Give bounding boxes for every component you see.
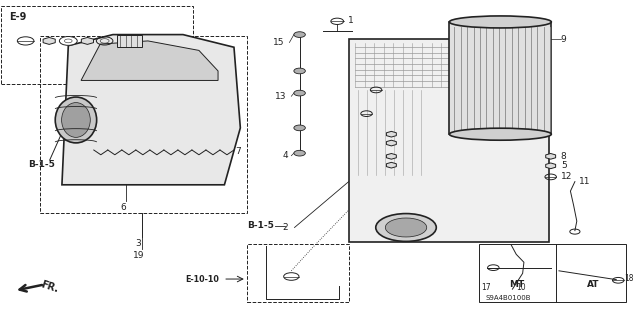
- Ellipse shape: [449, 128, 551, 140]
- Polygon shape: [387, 140, 396, 146]
- Text: 10: 10: [516, 283, 525, 292]
- Circle shape: [60, 36, 77, 45]
- Polygon shape: [546, 163, 556, 169]
- Text: 5: 5: [561, 161, 566, 170]
- Ellipse shape: [385, 218, 427, 237]
- Text: 8: 8: [401, 130, 407, 139]
- Polygon shape: [387, 162, 396, 168]
- Polygon shape: [62, 34, 241, 185]
- Text: 6: 6: [121, 203, 127, 212]
- Bar: [246, 244, 349, 302]
- Polygon shape: [81, 37, 93, 44]
- Text: S9A4B0100B: S9A4B0100B: [486, 295, 531, 301]
- Ellipse shape: [61, 103, 90, 137]
- Text: 18: 18: [625, 274, 634, 283]
- Polygon shape: [43, 37, 55, 44]
- Text: 8: 8: [401, 152, 407, 161]
- Circle shape: [294, 68, 305, 74]
- Text: 5: 5: [401, 161, 407, 170]
- Text: 1: 1: [348, 16, 354, 25]
- Polygon shape: [387, 153, 396, 159]
- Polygon shape: [81, 41, 218, 80]
- Ellipse shape: [55, 97, 97, 143]
- Bar: [479, 244, 626, 302]
- Text: 7: 7: [236, 147, 241, 157]
- Polygon shape: [387, 131, 396, 137]
- Text: 3: 3: [136, 239, 141, 248]
- Bar: [1, 6, 193, 84]
- Bar: [40, 36, 246, 213]
- Text: 19: 19: [132, 251, 144, 260]
- Text: 17: 17: [481, 283, 490, 292]
- Text: B-1-5: B-1-5: [28, 160, 55, 169]
- Text: 14: 14: [378, 108, 388, 117]
- Bar: [449, 22, 551, 134]
- Text: 2: 2: [282, 223, 288, 232]
- Bar: [117, 35, 141, 47]
- Text: AT: AT: [586, 280, 599, 289]
- Circle shape: [294, 32, 305, 37]
- Text: FR.: FR.: [40, 279, 60, 294]
- Ellipse shape: [376, 214, 436, 241]
- Text: MT: MT: [509, 280, 524, 289]
- Text: B-1-5: B-1-5: [247, 221, 274, 230]
- Text: 16: 16: [386, 85, 397, 94]
- Circle shape: [294, 150, 305, 156]
- Ellipse shape: [449, 16, 551, 28]
- Text: 12: 12: [561, 172, 572, 182]
- Text: 5: 5: [401, 138, 407, 148]
- Text: 15: 15: [273, 38, 285, 47]
- Circle shape: [294, 90, 305, 96]
- Bar: [349, 39, 549, 242]
- Text: 13: 13: [275, 92, 287, 101]
- Circle shape: [294, 125, 305, 131]
- Text: E-9: E-9: [9, 12, 26, 22]
- Text: E-10-10: E-10-10: [186, 275, 220, 284]
- Polygon shape: [546, 153, 556, 159]
- Text: 8: 8: [561, 152, 566, 161]
- Text: 9: 9: [561, 35, 566, 44]
- Text: 11: 11: [579, 177, 590, 186]
- Text: 4: 4: [282, 151, 288, 160]
